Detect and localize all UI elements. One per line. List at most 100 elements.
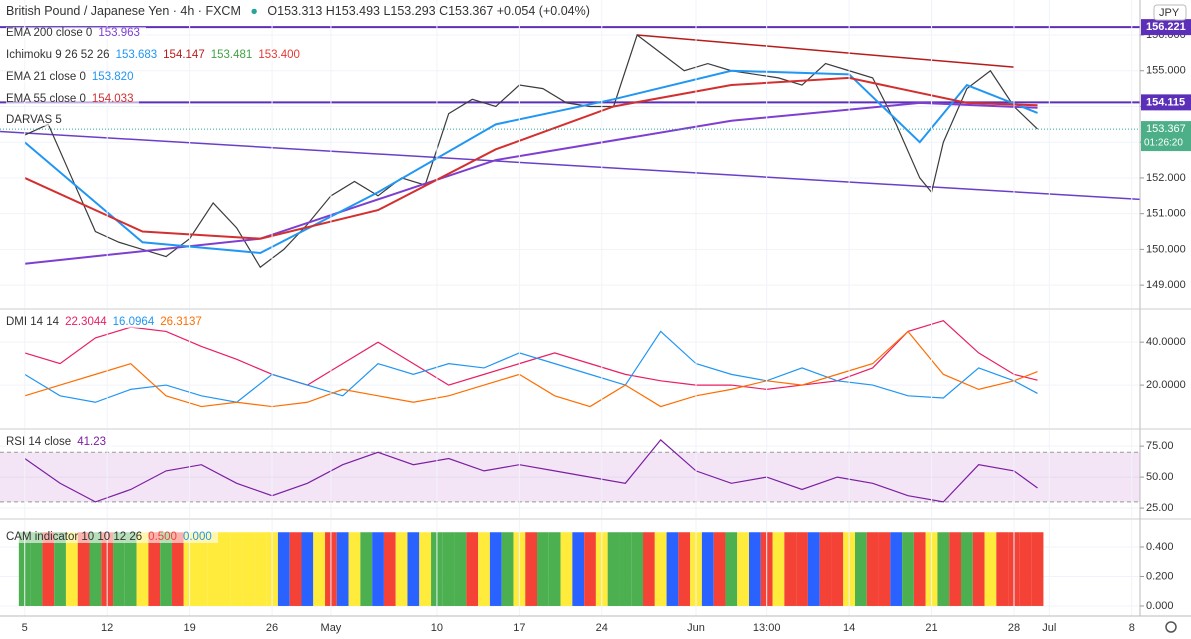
- legend-name: CAM indicator 10 10 12 26: [6, 531, 143, 543]
- cam-bar: [949, 532, 961, 606]
- cam-bar: [442, 532, 455, 606]
- y-tick-label: 50.00: [1146, 471, 1174, 483]
- cam-bar: [548, 532, 561, 606]
- cam-bar: [383, 532, 396, 606]
- settings-icon: [1165, 621, 1177, 633]
- cam-bar: [619, 532, 632, 606]
- cam-bar: [643, 532, 655, 606]
- cam-bar: [525, 532, 538, 606]
- cam-bar: [866, 532, 879, 606]
- cam-bar: [537, 532, 549, 606]
- cam-bar: [678, 532, 691, 606]
- y-tick-label: 25.00: [1146, 502, 1174, 514]
- cam-bar: [30, 532, 43, 606]
- series-line: [24, 69, 1038, 254]
- x-tick-label: 10: [431, 622, 443, 634]
- x-tick-label: 17: [513, 622, 525, 634]
- cam-bar: [996, 532, 1009, 606]
- cam-bar: [407, 532, 420, 606]
- cam-bar: [960, 532, 973, 606]
- cam-bar: [631, 532, 644, 606]
- cam-bar: [489, 532, 502, 606]
- x-tick-label: 13:00: [753, 622, 781, 634]
- cam-bar: [654, 532, 667, 606]
- cam-bar: [54, 532, 66, 606]
- cam-bar: [1019, 532, 1032, 606]
- cam-bar: [819, 532, 832, 606]
- cam-bar: [171, 532, 184, 606]
- y-tick-label: 152.000: [1146, 172, 1186, 184]
- y-tick-label: 150.000: [1146, 243, 1186, 255]
- legend-value: 16.0964: [112, 316, 155, 328]
- header: British Pound / Japanese Yen · 4h · FXCM…: [6, 4, 596, 18]
- cam-bar: [124, 532, 137, 606]
- cam-bar: [478, 532, 490, 606]
- y-tick-label: 20.0000: [1146, 379, 1186, 391]
- cam-bar: [466, 532, 479, 606]
- y-tick-label: 75.00: [1146, 440, 1174, 452]
- cam-bar: [890, 532, 903, 606]
- legend-value: 0.000: [182, 531, 212, 543]
- series-line: [24, 101, 1038, 265]
- series-line: [24, 76, 1038, 240]
- legend-darvas: DARVAS 5: [6, 114, 68, 126]
- x-tick-label: 21: [925, 622, 937, 634]
- series-line: [24, 320, 1038, 390]
- level-tag: [1141, 19, 1191, 36]
- plot-area: [0, 0, 1191, 616]
- ohlc: O153.313 H153.493 L153.293 C153.367 +0.0…: [267, 4, 590, 18]
- legend-value: 41.23: [77, 436, 106, 448]
- cam-bar: [419, 532, 432, 606]
- y-tick-label: 149.000: [1146, 279, 1186, 291]
- cam-bar: [878, 532, 891, 606]
- cam-bar: [42, 532, 55, 606]
- legend-value: 153.820: [91, 71, 134, 83]
- legend-dmi: DMI 14 14 22.3044 16.0964 26.3137: [6, 316, 208, 328]
- cam-bar: [348, 532, 361, 606]
- level-label: 156.221: [1146, 21, 1186, 33]
- legend-value: 154.033: [91, 93, 134, 105]
- level-tag: [1141, 94, 1191, 111]
- legend-name: EMA 55 close 0: [6, 93, 86, 105]
- cam-bar: [277, 532, 290, 606]
- cam-bar: [784, 532, 797, 606]
- cam-bar: [113, 532, 125, 606]
- legend-ema55: EMA 55 close 0 154.033: [6, 93, 140, 105]
- legend-value: 153.963: [98, 27, 140, 39]
- y-tick-label: 155.000: [1146, 65, 1186, 77]
- legend-name: EMA 21 close 0: [6, 71, 86, 83]
- cam-bar: [242, 532, 255, 606]
- cam-bar: [336, 532, 349, 606]
- symbol-title: British Pound / Japanese Yen · 4h · FXCM: [6, 4, 241, 18]
- cam-bar: [160, 532, 172, 606]
- cam-bar: [1031, 532, 1044, 606]
- cam-bar: [254, 532, 267, 606]
- cam-bar: [772, 532, 785, 606]
- status-dot: ●: [250, 4, 258, 18]
- cam-bar: [136, 532, 149, 606]
- x-tick-label: 19: [183, 622, 195, 634]
- legend-cam: CAM indicator 10 10 12 26 0.500 0.000: [6, 531, 218, 543]
- currency-label: JPY: [1159, 7, 1180, 19]
- x-tick-label: 28: [1008, 622, 1020, 634]
- price-label: 153.367: [1146, 123, 1186, 135]
- x-tick-label: 24: [596, 622, 608, 634]
- legend-value: 26.3137: [160, 316, 202, 328]
- cam-bar: [360, 532, 373, 606]
- y-tick-label: 40.0000: [1146, 336, 1186, 348]
- cam-bar: [984, 532, 997, 606]
- y-tick-label: 0.000: [1146, 600, 1174, 612]
- legend-rsi: RSI 14 close 41.23: [6, 436, 112, 448]
- rsi-band: [0, 452, 1140, 502]
- x-tick-label: 12: [101, 622, 113, 634]
- y-tick-label: 0.200: [1146, 570, 1174, 582]
- cam-bar: [937, 532, 950, 606]
- cam-bar: [501, 532, 514, 606]
- cam-bar: [796, 532, 808, 606]
- legend-ichimoku: Ichimoku 9 26 52 26 153.683 154.147 153.481…: [6, 49, 306, 61]
- legend-name: EMA 200 close 0: [6, 27, 93, 39]
- y-tick-label: 151.000: [1146, 208, 1186, 220]
- x-tick-label: 8: [1129, 622, 1135, 634]
